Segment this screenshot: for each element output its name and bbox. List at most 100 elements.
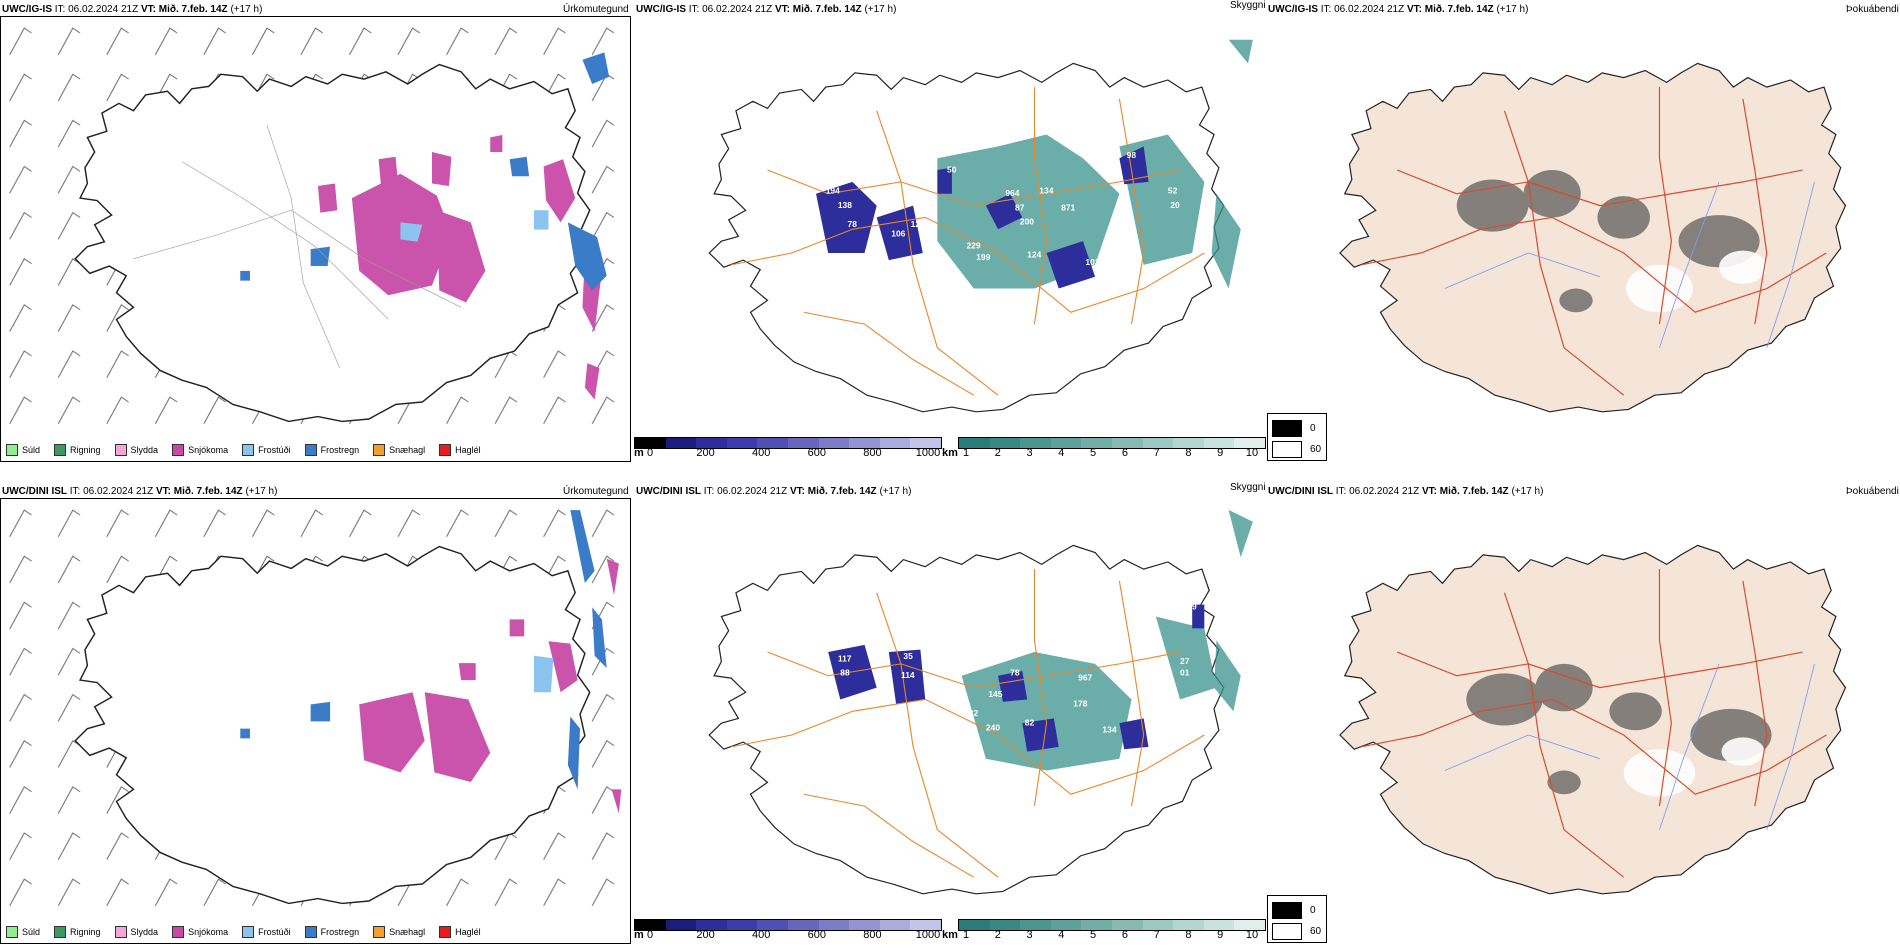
precip-legend-swatch	[6, 444, 18, 456]
fog-legend-bottom: 0 60	[1267, 895, 1327, 943]
precip-legend-swatch	[114, 926, 127, 938]
cloudbase-color-step	[757, 920, 788, 930]
precip-map	[0, 498, 631, 918]
colorbar-tick-label: 9	[1217, 447, 1224, 459]
precip-legend-item: Frostúði	[242, 444, 291, 456]
precip-legend-swatch	[439, 926, 452, 938]
visibility-map: 117 88 114 35 78 145 967 232 240 82 178 134 27 01 09	[708, 509, 1253, 895]
precip-legend-label: Rigning	[70, 927, 101, 937]
precip-legend-swatch	[6, 926, 18, 938]
colorbar-tick-label: 2	[994, 929, 1001, 941]
precip-legend-label: Slydda	[130, 927, 159, 937]
cloudbase-value-label: 178	[1073, 699, 1087, 709]
colorbar-tick-label: 1	[962, 929, 970, 941]
visibility-unit: km	[942, 929, 958, 941]
cloudbase-color-step	[665, 438, 697, 448]
cloudbase-color-step	[818, 920, 850, 930]
colorbar-tick-label: 7	[1153, 447, 1160, 459]
visibility-color-step	[959, 438, 990, 448]
cloudbase-value-label: 120	[911, 219, 925, 229]
colorbar-tick-label: 3	[1026, 929, 1033, 941]
fog-swatch	[1272, 441, 1302, 458]
cloudbase-value-label: 117	[838, 654, 852, 664]
colorbar-tick-label: 600	[807, 929, 826, 941]
colorbar-tick-label: 1000	[915, 447, 941, 459]
panel-fog-bottom: UWC/DINI ISL IT: 06.02.2024 21Z VT: Mið.…	[1266, 482, 1900, 952]
cloudbase-value-label: 967	[1078, 673, 1092, 683]
precip-legend-label: Frostregn	[320, 445, 360, 455]
cloudbase-value-label: 50	[947, 165, 957, 175]
colorbar-tick-label: 8	[1185, 929, 1192, 941]
precip-legend-swatch	[172, 926, 185, 938]
panel-header: UWC/IG-IS IT: 06.02.2024 21Z VT: Mið. 7.…	[2, 4, 263, 15]
precip-legend-swatch	[242, 444, 255, 456]
cloudbase-value-label: 01	[1180, 668, 1190, 678]
panel-header: UWC/DINI ISL IT: 06.02.2024 21Z VT: Mið.…	[1268, 486, 1544, 497]
precip-legend-label: Haglél	[455, 927, 481, 937]
visibility-color-step	[1111, 438, 1143, 448]
visibility-color-step	[1203, 920, 1235, 930]
fog-map	[1339, 544, 1847, 895]
cloudbase-value-label: 78	[848, 219, 858, 229]
cloudbase-value-label: 138	[838, 200, 852, 210]
precip-legend-label: Snjókoma	[188, 445, 229, 455]
colorbar-tick-label: 9	[1217, 929, 1224, 941]
colorbar-tick-label: 10	[1245, 929, 1259, 941]
fog-swatch	[1272, 923, 1302, 940]
cloudbase-unit: m	[634, 929, 644, 941]
panel-visibility-top: UWC/IG-IS IT: 06.02.2024 21Z VT: Mið. 7.…	[634, 0, 1270, 470]
colorbar-tick-label: 200	[696, 447, 715, 459]
cloudbase-value-label: 103	[1085, 257, 1099, 267]
colorbar-tick-label: 5	[1090, 447, 1097, 459]
precip-legend-label: Snjókoma	[188, 927, 229, 937]
precip-legend-label: Haglél	[455, 445, 481, 455]
cloudbase-value-label: 232	[964, 708, 978, 718]
cloudbase-value-label: 27	[1180, 656, 1190, 666]
cloudbase-value-label: 88	[840, 668, 850, 678]
cloudbase-color-step	[635, 920, 666, 930]
precip-legend-swatch	[304, 926, 317, 938]
panel-title: Úrkomutegund	[563, 486, 629, 497]
panel-header: UWC/IG-IS IT: 06.02.2024 21Z VT: Mið. 7.…	[636, 4, 897, 15]
visibility-color-step	[1081, 920, 1112, 930]
cloudbase-value-label: 20	[1170, 200, 1180, 210]
colorbar-tick-label: 1	[962, 447, 970, 459]
cloudbase-value-label: 09	[1187, 601, 1197, 611]
precip-legend-label: Frostregn	[320, 927, 360, 937]
panel-title: Þokuábendi	[1846, 4, 1899, 15]
cloudbase-value-label: 78	[1010, 668, 1020, 678]
visibility-color-step	[1142, 438, 1174, 448]
visibility-color-step	[1050, 438, 1082, 448]
visibility-color-step	[1173, 438, 1204, 448]
colorbar-tick-label: 3	[1026, 447, 1033, 459]
colorbar-tick-label: 600	[807, 447, 826, 459]
precip-legend-label: Súld	[22, 927, 41, 937]
cloudbase-value-label: 200	[1020, 217, 1034, 227]
colorbar-tick-label: 7	[1153, 929, 1160, 941]
cloudbase-value-label: 871	[1061, 202, 1075, 212]
cloudbase-value-label: 134	[1039, 186, 1053, 196]
cloudbase-value-label: 240	[986, 722, 1000, 732]
precip-legend-label: Snæhagl	[389, 445, 426, 455]
visibility-color-step	[1142, 920, 1174, 930]
cloudbase-colorbar	[634, 919, 942, 931]
cloudbase-value-label: 134	[1102, 725, 1116, 735]
panel-title: Úrkomutegund	[563, 4, 629, 15]
colorbar-tick-label: 0	[646, 447, 654, 459]
cloudbase-color-step	[726, 920, 758, 930]
panel-title: Þokuábendi	[1846, 486, 1899, 497]
colorbar-tick-label: 200	[696, 929, 715, 941]
fog-legend-label: 60	[1310, 444, 1322, 455]
precip-legend-swatch	[304, 444, 317, 456]
cloudbase-value-label: 124	[1027, 250, 1041, 260]
precip-legend-swatch	[439, 444, 452, 456]
cloudbase-value-label: 964	[1005, 188, 1019, 198]
visibility-color-step	[1081, 438, 1112, 448]
precip-legend-swatch	[373, 444, 386, 456]
precip-legend-item: Haglél	[439, 926, 481, 938]
precip-legend-item: Frostregn	[304, 444, 360, 456]
panel-title: Skyggni	[1230, 0, 1266, 11]
precip-legend-item: Snjókoma	[172, 444, 228, 456]
colorbar-tick-label: 800	[863, 447, 882, 459]
fog-legend-label: 0	[1310, 905, 1316, 916]
